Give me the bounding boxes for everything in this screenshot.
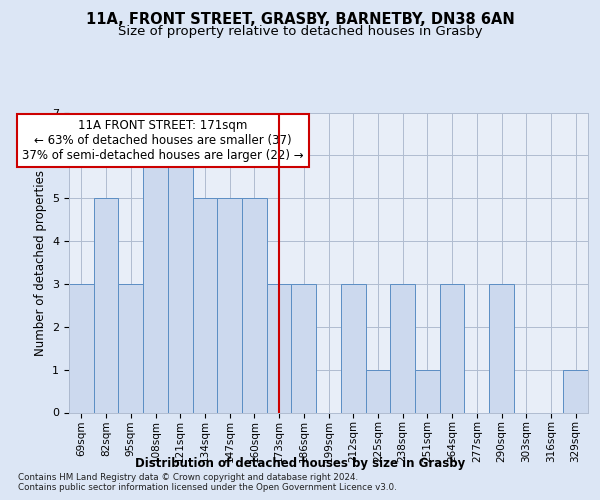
- Bar: [440, 284, 464, 412]
- Bar: [390, 284, 415, 412]
- Bar: [118, 284, 143, 412]
- Text: 11A FRONT STREET: 171sqm
← 63% of detached houses are smaller (37)
37% of semi-d: 11A FRONT STREET: 171sqm ← 63% of detach…: [22, 119, 304, 162]
- Bar: [292, 284, 316, 412]
- Bar: [143, 156, 168, 412]
- Bar: [341, 284, 365, 412]
- Y-axis label: Number of detached properties: Number of detached properties: [34, 170, 47, 356]
- Bar: [242, 198, 267, 412]
- Bar: [563, 370, 588, 412]
- Text: Distribution of detached houses by size in Grasby: Distribution of detached houses by size …: [135, 458, 465, 470]
- Text: Contains HM Land Registry data © Crown copyright and database right 2024.
Contai: Contains HM Land Registry data © Crown c…: [18, 472, 397, 492]
- Bar: [415, 370, 440, 412]
- Bar: [69, 284, 94, 412]
- Bar: [94, 198, 118, 412]
- Bar: [193, 198, 217, 412]
- Bar: [267, 284, 292, 412]
- Bar: [365, 370, 390, 412]
- Text: 11A, FRONT STREET, GRASBY, BARNETBY, DN38 6AN: 11A, FRONT STREET, GRASBY, BARNETBY, DN3…: [86, 12, 514, 28]
- Text: Size of property relative to detached houses in Grasby: Size of property relative to detached ho…: [118, 25, 482, 38]
- Bar: [217, 198, 242, 412]
- Bar: [489, 284, 514, 412]
- Bar: [168, 156, 193, 412]
